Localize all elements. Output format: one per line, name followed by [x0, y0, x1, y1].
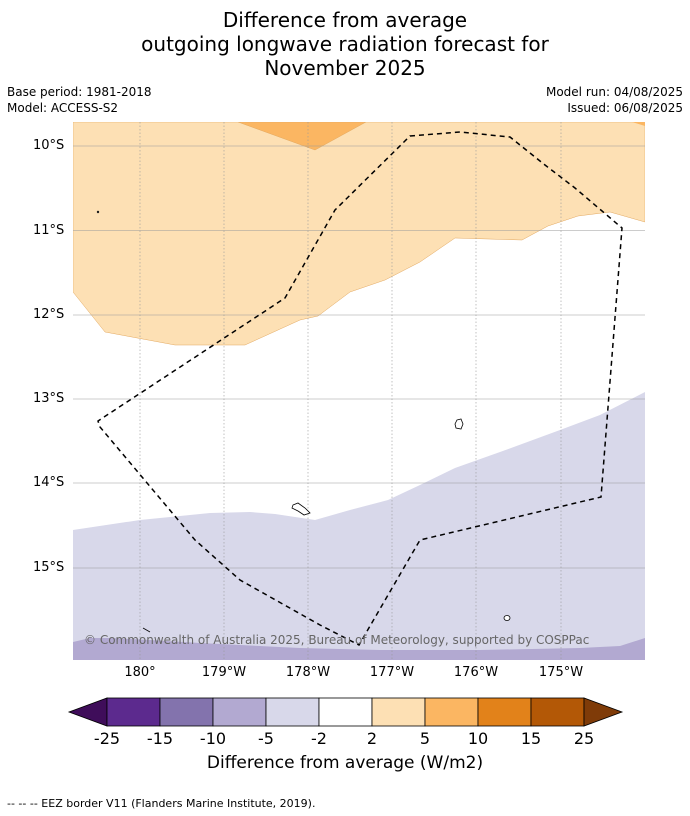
title-line-2: outgoing longwave radiation forecast for	[141, 32, 549, 56]
lat-label-15s: 15°S	[33, 560, 65, 575]
colorbar-extend-low	[67, 697, 108, 727]
meta-left: Base period: 1981-2018 Model: ACCESS-S2	[7, 84, 152, 116]
lon-label-176w: 176°W	[453, 665, 499, 680]
graticule	[73, 122, 645, 660]
colorbar-segment	[318, 697, 373, 727]
negative-anomaly-region	[73, 392, 645, 660]
island-east	[454, 418, 464, 430]
lon-label-178w: 178°W	[285, 665, 331, 680]
colorbar-segment	[106, 697, 161, 727]
colorbar-tick-label: 5	[419, 729, 431, 748]
map-area	[73, 122, 645, 660]
strong-positive-anomaly-region	[237, 122, 367, 151]
colorbar-tick-label: -15	[146, 729, 174, 748]
colorbar-tick-label: -2	[311, 729, 327, 748]
island-north	[96, 210, 100, 214]
lon-label-177w: 177°W	[369, 665, 415, 680]
colorbar-segment	[159, 697, 214, 727]
islands	[96, 210, 511, 633]
strong-positive-anomaly-corner	[632, 122, 645, 126]
colorbar-tick-label: -25	[93, 729, 121, 748]
colorbar-tick-label: -5	[258, 729, 274, 748]
title-line-1: Difference from average	[222, 8, 468, 32]
colorbar-segment	[530, 697, 585, 727]
lat-label-12s: 12°S	[33, 307, 65, 322]
lon-label-179w: 179°W	[201, 665, 247, 680]
base-period: Base period: 1981-2018	[7, 85, 152, 99]
copyright-notice: © Commonwealth of Australia 2025, Bureau…	[84, 633, 590, 647]
positive-anomaly-region	[73, 122, 645, 346]
model-run: Model run: 04/08/2025	[545, 85, 683, 99]
lon-label-175w: 175°W	[538, 665, 584, 680]
title-line-3: November 2025	[264, 56, 426, 80]
colorbar-tick-label: 10	[467, 729, 489, 748]
lat-label-11s: 11°S	[33, 223, 65, 238]
colorbar-label: Difference from average (W/m2)	[206, 753, 484, 773]
eez-border	[97, 131, 623, 646]
lon-label-180: 180°	[124, 665, 156, 680]
colorbar-tick-label: -10	[199, 729, 227, 748]
colorbar-extend-high	[583, 697, 624, 727]
island-south	[503, 615, 511, 621]
island-central	[291, 502, 311, 516]
colorbar-tick-label: 15	[520, 729, 542, 748]
colorbar-segment	[424, 697, 479, 727]
colorbar-segment	[371, 697, 426, 727]
meta-right: Model run: 04/08/2025 Issued: 06/08/2025	[546, 84, 683, 116]
colorbar-tick-label: 2	[366, 729, 378, 748]
colorbar	[67, 697, 624, 727]
colorbar-segment	[265, 697, 320, 727]
lat-label-13s: 13°S	[33, 391, 65, 406]
forecast-map	[67, 122, 645, 727]
lat-label-10s: 10°S	[33, 138, 65, 153]
map-title: Difference from average outgoing longwav…	[0, 8, 690, 80]
moderate-negative-anomaly-region	[73, 638, 645, 660]
colorbar-segment	[477, 697, 532, 727]
island-southwest	[142, 627, 151, 633]
lat-label-14s: 14°S	[33, 475, 65, 490]
eez-footnote: -- -- -- EEZ border V11 (Flanders Marine…	[7, 797, 316, 810]
model-name: Model: ACCESS-S2	[7, 101, 119, 115]
colorbar-segment	[212, 697, 267, 727]
issued-date: Issued: 06/08/2025	[567, 101, 683, 115]
colorbar-tick-label: 25	[573, 729, 595, 748]
